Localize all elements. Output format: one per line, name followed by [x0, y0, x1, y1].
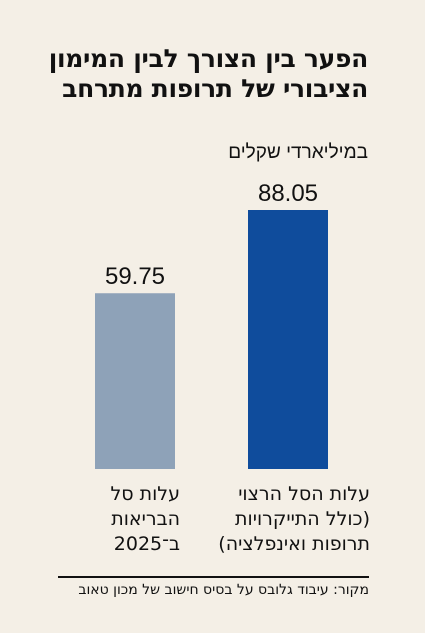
chart-subtitle: במיליארדי שקלים [228, 142, 368, 163]
source-note: מקור: עיבוד גלובס על בסיס חישוב של מכון … [78, 582, 369, 598]
bar-desired-basket [248, 210, 328, 469]
source-divider [58, 576, 369, 578]
chart-title: הפער בין הצורך לבין המימון הציבורי של תר… [48, 44, 369, 103]
bar-2025-basket [95, 293, 175, 469]
value-label-desired-basket: 88.05 [258, 180, 318, 207]
category-label-2025-basket: עלות סל הבריאות ב־2025 [110, 483, 180, 555]
category-label-desired-basket: עלות הסל הרצוי (כולל התייקרויות תרופות ו… [218, 483, 370, 555]
value-label-2025-basket: 59.75 [105, 263, 165, 290]
